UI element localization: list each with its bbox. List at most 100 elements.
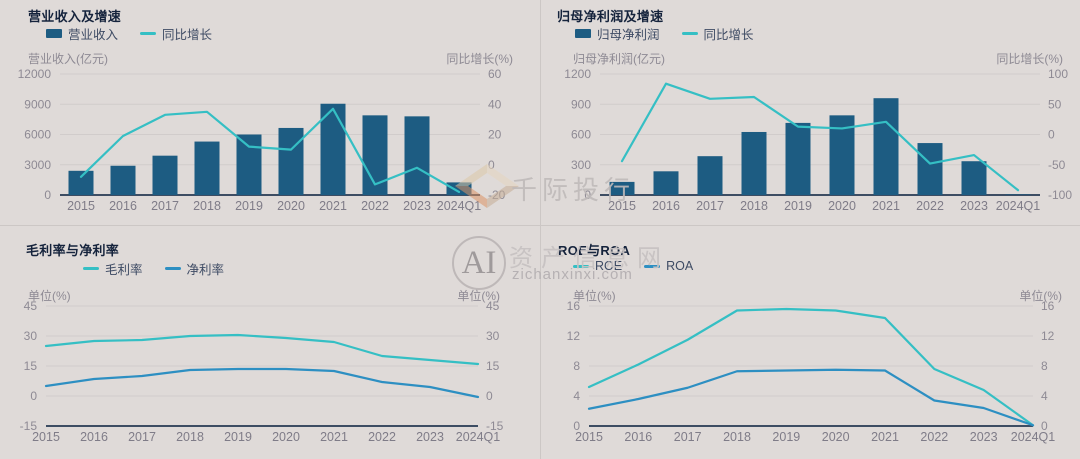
line-series-同比增长	[79, 107, 461, 194]
legend-item-ROE[interactable]: ROE	[573, 259, 622, 273]
chart-panel-net-profit: 归母净利润及增速 归母净利润 同比增长 归母净利润(亿元) 同比增长(%) 0 -1…	[540, 0, 1080, 225]
bar	[404, 116, 430, 195]
y-tick-label: 600	[571, 128, 591, 142]
bar	[653, 171, 679, 195]
line-swatch-icon	[164, 267, 181, 270]
x-axis-label: 2021	[320, 430, 348, 444]
bar	[697, 156, 723, 195]
y-tick-label: 0	[584, 188, 591, 202]
legend-item-同比增长[interactable]: 同比增长	[681, 24, 754, 43]
y2-tick-label: 0	[486, 389, 493, 403]
chart-legend: 营业收入 同比增长	[46, 24, 212, 43]
y2-tick-label: -100	[1048, 188, 1072, 202]
x-axis-label: 2018	[176, 430, 204, 444]
y-tick-label: 16	[567, 299, 581, 313]
y2-tick-label: 100	[1048, 67, 1068, 81]
x-axis-label: 2023	[403, 199, 431, 213]
chart-panel-margins: 毛利率与净利率 毛利率 净利率 单位(%) 单位(%) -15 -15 0 0 15 15 3…	[0, 225, 540, 459]
left-axis-label: 单位(%)	[28, 289, 71, 303]
line-swatch-icon	[681, 32, 698, 35]
y2-tick-label: 0	[488, 158, 495, 172]
y2-tick-label: 0	[1041, 419, 1048, 433]
legend-label: 归母净利润	[597, 28, 660, 42]
bar-swatch-icon	[575, 29, 591, 38]
legend-item-归母净利润[interactable]: 归母净利润	[575, 24, 660, 43]
x-axis-label: 2024Q1	[996, 199, 1041, 213]
x-axis-label: 2023	[416, 430, 444, 444]
x-axis-label: 2018	[723, 430, 751, 444]
y-tick-label: 0	[573, 419, 580, 433]
bar	[194, 141, 220, 195]
y-tick-label: 0	[44, 188, 51, 202]
legend-label: 净利率	[186, 263, 225, 277]
bar	[609, 181, 635, 195]
revenue-chart-plot: 0 -20 3000 0 6000 20 9000 40 12000 60 2015 2016 2017…	[18, 67, 506, 213]
legend-label: 毛利率	[105, 263, 143, 277]
bar-series-归母净利润	[609, 98, 1031, 195]
bar	[68, 170, 94, 195]
horizontal-divider	[0, 225, 1080, 226]
y2-tick-label: 50	[1048, 97, 1062, 111]
y2-tick-label: -15	[486, 419, 504, 433]
legend-item-营业收入[interactable]: 营业收入	[46, 24, 118, 43]
x-axis-label: 2019	[235, 199, 263, 213]
x-axis-label: 2018	[740, 199, 768, 213]
line-series-ROE	[587, 307, 1035, 427]
chart-legend: ROE ROA	[573, 259, 693, 273]
line-series-毛利率	[44, 333, 480, 366]
line-series-同比增长	[620, 82, 1020, 192]
y2-tick-label: 30	[486, 329, 500, 343]
legend-item-ROA[interactable]: ROA	[644, 259, 693, 273]
legend-item-毛利率[interactable]: 毛利率	[83, 259, 143, 278]
x-axis-label: 2022	[368, 430, 396, 444]
x-axis-label: 2016	[652, 199, 680, 213]
x-axis-label: 2017	[674, 430, 702, 444]
x-axis-label: 2017	[128, 430, 156, 444]
x-axis-label: 2024Q1	[456, 430, 501, 444]
chart-title: 归母净利润及增速	[557, 9, 664, 24]
x-axis-label: 2021	[319, 199, 347, 213]
x-axis-label: 2022	[361, 199, 389, 213]
x-axis-label: 2020	[272, 430, 300, 444]
y-tick-label: 45	[24, 299, 38, 313]
bar	[917, 143, 943, 195]
left-axis-label: 单位(%)	[573, 289, 616, 303]
margins-chart-plot: -15 -15 0 0 15 15 30 30 45 45 2015 2016 2017 2018 2019…	[20, 299, 504, 444]
bar	[320, 103, 346, 195]
x-axis-label: 2024Q1	[1011, 430, 1056, 444]
x-axis-label: 2024Q1	[437, 199, 482, 213]
legend-label: 同比增长	[162, 28, 213, 42]
legend-item-净利率[interactable]: 净利率	[164, 259, 225, 278]
line-swatch-icon	[573, 264, 589, 268]
y2-tick-label: 20	[488, 128, 502, 142]
y-tick-label: 3000	[24, 158, 51, 172]
bar	[741, 131, 767, 195]
chart-legend: 毛利率 净利率	[83, 259, 224, 278]
y2-tick-label: 40	[488, 97, 502, 111]
y-tick-label: 900	[571, 97, 591, 111]
chart-title: 毛利率与净利率	[26, 243, 120, 258]
chart-panel-roe-roa: ROE与ROA ROE ROA 单位(%) 单位(%) 0 0 4 4 8 8 12 12 16 1…	[540, 225, 1080, 459]
x-axis-label: 2022	[916, 199, 944, 213]
line-series-ROA	[587, 368, 1035, 427]
net-profit-chart-plot: 0 -100 300 -50 600 0 900 50 1200 100 2015 2016 2017 2…	[564, 67, 1072, 213]
chart-legend: 归母净利润 同比增长	[575, 24, 754, 43]
y2-tick-label: 0	[1048, 128, 1055, 142]
x-axis-label: 2020	[822, 430, 850, 444]
roe-roa-chart-plot: 0 0 4 4 8 8 12 12 16 16 2015 2016 2017 2018 2019 2020 20…	[567, 299, 1056, 444]
y-tick-label: 4	[573, 389, 580, 403]
x-axis-label: 2023	[960, 199, 988, 213]
y2-tick-label: 16	[1041, 299, 1055, 313]
left-axis-label: 归母净利润(亿元)	[573, 52, 665, 66]
bar	[961, 161, 987, 195]
bar	[446, 182, 472, 195]
y-tick-label: 30	[24, 329, 38, 343]
y2-tick-label: 45	[486, 299, 500, 313]
right-axis-label: 同比增长(%)	[996, 52, 1063, 66]
y2-tick-label: 15	[486, 359, 500, 373]
y2-tick-label: -20	[488, 188, 506, 202]
legend-item-同比增长[interactable]: 同比增长	[140, 24, 212, 43]
bar-swatch-icon	[46, 29, 62, 38]
y-tick-label: 12000	[18, 67, 52, 81]
x-axis-label: 2016	[80, 430, 108, 444]
